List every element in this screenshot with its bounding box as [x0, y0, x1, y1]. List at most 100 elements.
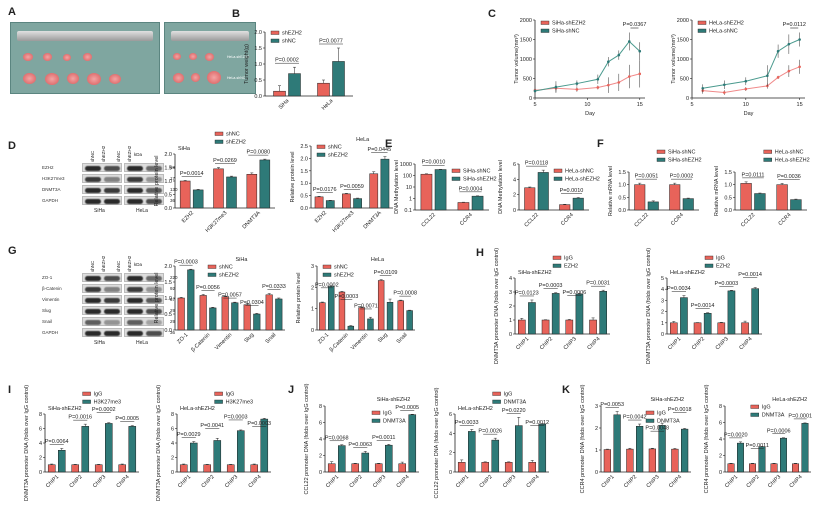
legend-label: shNC — [282, 39, 296, 45]
p-value-label: P=0.0051 — [635, 174, 659, 180]
x-tick-label: ChIP2 — [69, 474, 84, 489]
x-tick-label: Vimentin — [214, 332, 233, 351]
chart-d-hela-protein: 0.0 0.5 1.0 1.5 2.0 2.5 Relative protein level… — [290, 137, 393, 234]
photo-label: HeLa-shEZH2 — [227, 55, 250, 59]
data-point — [798, 38, 801, 41]
bar — [727, 463, 735, 473]
bar — [515, 425, 523, 473]
bar — [434, 169, 447, 211]
y-tick-label: 1.0 — [724, 183, 732, 189]
y-tick-label: 1.0 — [164, 179, 172, 185]
p-value-label: P=0.0002 — [670, 174, 694, 180]
bar — [634, 184, 646, 211]
p-value-label: P=0.0020 — [724, 432, 748, 438]
blot-row: GAPDH 36 — [42, 195, 175, 206]
y-axis-label: DNMT3A promoter DNA (folds over IgG cont… — [24, 385, 30, 501]
protein-band — [127, 166, 143, 171]
x-tick-label: 10 — [584, 102, 590, 108]
protein-band — [85, 331, 101, 336]
y-tick-label: 1.0 — [254, 62, 262, 68]
blot-panel-hela — [124, 317, 164, 326]
legend-label: shNC — [219, 265, 233, 271]
legend-swatch — [656, 149, 666, 154]
bar — [260, 418, 269, 473]
p-value-label: P=0.0003 — [335, 294, 359, 300]
blot-row: GAPDH 36 — [42, 327, 175, 338]
chart-k-siha-chip: 0 1 2 3 CCR4 promoter DNA (folds over IgG co… — [580, 384, 692, 493]
bar — [727, 290, 736, 335]
x-tick-label: ChIP1 — [667, 336, 682, 351]
blot-panel-siha — [82, 284, 122, 293]
legend-label: shEZH2 — [334, 273, 354, 279]
x-tick-label: ChIP3 — [224, 474, 239, 489]
bar — [177, 297, 185, 331]
legend-swatch — [270, 30, 280, 35]
tumor-photo-hela: HeLa-shEZH2 HeLa-shNC — [164, 22, 256, 94]
tumor — [173, 73, 184, 83]
x-tick-label: ChIP4 — [789, 474, 804, 489]
bar — [481, 462, 490, 473]
kda-label: kDa — [134, 152, 143, 157]
bar — [626, 448, 634, 473]
tumor-photo-siha — [10, 22, 160, 94]
x-tick-label: CCL22 — [740, 212, 756, 228]
data-point — [627, 75, 631, 78]
protein-band — [85, 199, 101, 204]
x-tick-label: β-Catenin — [329, 332, 350, 353]
blot-row: Vimentin 57 — [42, 294, 175, 305]
protein-band — [104, 166, 120, 171]
y-tick-label: 1.0 — [618, 183, 626, 189]
y-axis-label: CCL22 promoter DNA (folds over IgG contr… — [434, 387, 440, 498]
blot-panel-siha — [82, 295, 122, 304]
p-value-label: P=0.0367 — [623, 22, 647, 28]
legend-label: DNMT3A — [504, 400, 527, 406]
protein-label: GAPDH — [42, 330, 59, 335]
chart-title: HeLa — [371, 257, 385, 263]
blot-row: H3K27me3 17 — [42, 173, 175, 184]
chart-j-hela-chip: 0 2 4 6 CCL22 promoter DNA (folds over IgG c… — [434, 387, 549, 498]
x-tick-label: CCR4 — [459, 212, 474, 227]
data-point — [798, 65, 801, 69]
bar — [246, 174, 258, 209]
y-tick-label: 0.5 — [300, 194, 308, 200]
kda-value: 57 — [170, 297, 176, 302]
legend-swatch — [763, 157, 772, 162]
y-axis-label: CCL22 promoter DNA (folds over IgG contr… — [304, 383, 310, 494]
legend-label: IgG — [383, 411, 392, 417]
bar — [367, 318, 374, 331]
blot-panel-hela — [124, 163, 164, 172]
ruler — [17, 31, 153, 41]
p-value-label: P=0.0059 — [340, 184, 364, 190]
protein-band — [146, 188, 162, 193]
x-tick-label: CCR4 — [670, 212, 685, 227]
p-value-label: P=0.0111 — [742, 172, 765, 178]
x-tick-label: ChIP3 — [92, 474, 107, 489]
data-point — [617, 81, 621, 84]
y-tick-label: 2 — [509, 304, 512, 310]
legend-swatch — [82, 399, 91, 404]
data-point — [575, 82, 579, 85]
y-axis-label: Relative protein level — [154, 272, 160, 323]
lane-label: shNC — [90, 260, 95, 272]
p-value-label: P=0.0005 — [115, 416, 139, 422]
protein-band — [146, 287, 162, 292]
legend-swatch — [371, 418, 381, 423]
y-tick-label: 1.0 — [300, 181, 308, 187]
x-tick-label: SiHa — [278, 98, 291, 111]
protein-band — [85, 309, 101, 314]
protein-band — [85, 287, 101, 292]
y-tick-label: 6 — [449, 412, 452, 418]
y-tick-label: 0 — [509, 332, 512, 338]
p-value-label: P=0.0041 — [200, 423, 224, 429]
data-point — [744, 79, 748, 83]
bar — [179, 464, 188, 473]
p-value-label: P=0.0006 — [563, 290, 587, 296]
tumor — [173, 53, 181, 60]
p-value-label: P=0.0014 — [691, 303, 715, 309]
p-value-label: P=0.0056 — [196, 285, 220, 291]
lane-label: shNC — [90, 150, 95, 162]
p-value-label: P=0.0002 — [92, 407, 116, 413]
legend-swatch — [553, 176, 563, 181]
x-tick-label: ChIP3 — [502, 474, 517, 489]
legend-label: DNMT3A — [383, 419, 406, 425]
